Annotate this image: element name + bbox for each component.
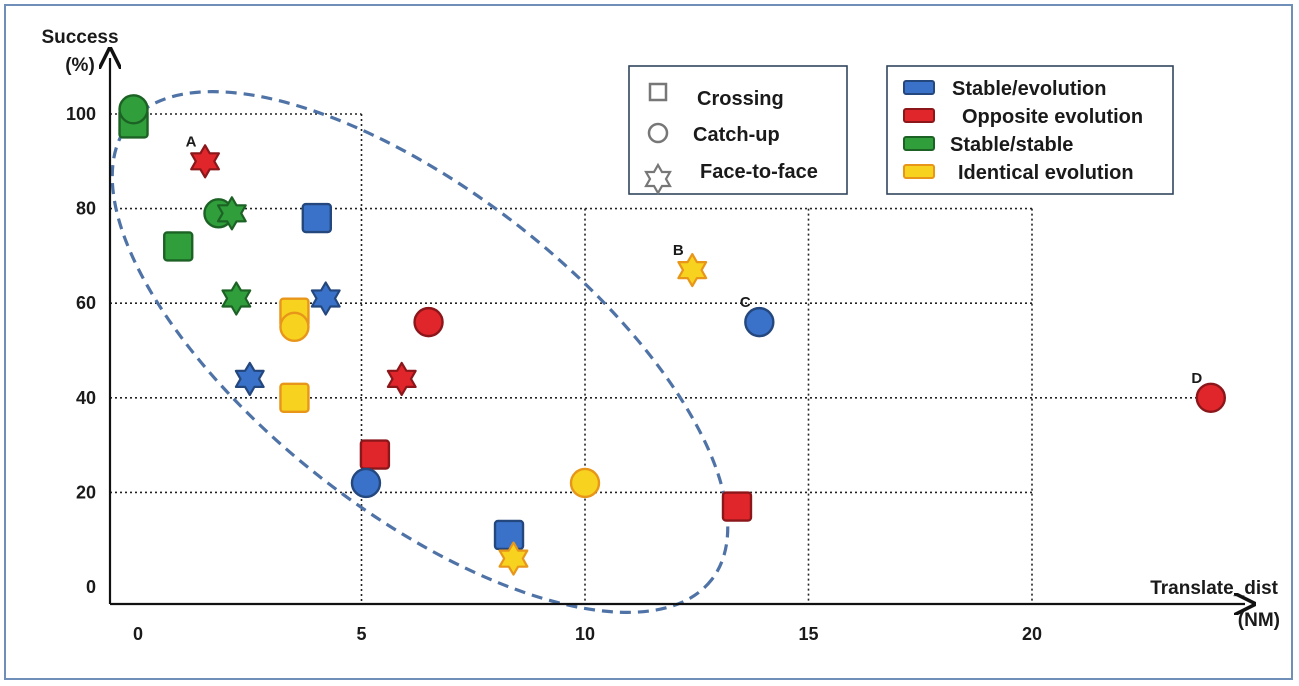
point-square-stable-stable	[163, 231, 194, 262]
point-annotation-label: D	[1191, 370, 1202, 387]
y-tick-label: 20	[76, 482, 96, 502]
legend-circle-icon	[647, 122, 669, 144]
legend-swatch	[903, 136, 935, 151]
y-axis-title: Success	[41, 27, 118, 48]
x-tick-label: 0	[133, 624, 143, 644]
point-circle-opposite-evolution	[413, 306, 444, 338]
legend-series-label: Stable/evolution	[952, 78, 1106, 100]
x-tick-label: 5	[356, 624, 366, 644]
x-axis-title: Translate_dist	[1150, 578, 1278, 599]
point-star-opposite-evolution	[386, 361, 417, 396]
point-star-stable-stable	[221, 281, 252, 316]
point-square-stable-evolution	[301, 202, 332, 234]
point-circle-opposite-evolution	[1195, 382, 1227, 413]
point-square-opposite-evolution	[721, 491, 753, 522]
color-legend: Stable/evolution Opposite evolution Stable…	[886, 65, 1174, 195]
point-star-opposite-evolution	[190, 144, 220, 179]
data-points: A B C D	[118, 94, 1227, 576]
point-star-stable-evolution	[310, 281, 341, 316]
legend-star-icon	[644, 162, 672, 196]
axis-ticks: 0 5 10 15 20 0 20 40 60 80 100	[66, 104, 1042, 644]
point-circle-identical-evolution	[279, 311, 310, 343]
legend-catchup-label: Catch-up	[693, 124, 780, 146]
grid	[110, 113, 1211, 604]
y-axis-unit: (%)	[65, 55, 95, 76]
legend-face-to-face-label: Face-to-face	[700, 161, 818, 183]
point-circle-stable-evolution	[744, 306, 775, 338]
shape-legend: Crossing Catch-up Face-to-face	[628, 65, 848, 196]
y-tick-label: 60	[76, 293, 96, 313]
point-star-stable-stable	[216, 196, 247, 231]
y-tick-label: 100	[66, 104, 96, 124]
legend-series-label: Opposite evolution	[962, 106, 1143, 128]
point-star-stable-evolution	[234, 361, 265, 396]
legend-series-label: Stable/stable	[950, 134, 1073, 156]
point-annotation-label: B	[673, 242, 684, 259]
point-star-identical-evolution	[498, 541, 529, 576]
point-square-opposite-evolution	[359, 439, 391, 470]
x-tick-label: 20	[1022, 624, 1042, 644]
x-axis-unit: (NM)	[1238, 610, 1280, 631]
point-circle-stable-evolution	[350, 467, 382, 499]
point-annotation-label: C	[740, 294, 751, 311]
x-tick-label: 10	[575, 624, 595, 644]
point-square-stable-evolution	[493, 519, 525, 551]
legend-crossing-label: Crossing	[697, 88, 784, 110]
point-circle-stable-stable	[118, 94, 149, 125]
legend-series-label: Identical evolution	[958, 162, 1134, 184]
y-tick-label: 0	[86, 577, 96, 597]
y-tick-label: 40	[76, 388, 96, 408]
y-tick-label: 80	[76, 199, 96, 219]
x-tick-label: 15	[798, 624, 818, 644]
point-annotation-label: A	[186, 133, 197, 150]
legend-swatch	[903, 164, 935, 179]
legend-swatch	[903, 80, 935, 95]
legend-swatch	[903, 108, 935, 123]
legend-square-icon	[648, 82, 668, 102]
point-star-identical-evolution	[677, 253, 708, 288]
point-circle-identical-evolution	[569, 467, 601, 499]
point-square-identical-evolution	[279, 382, 310, 413]
